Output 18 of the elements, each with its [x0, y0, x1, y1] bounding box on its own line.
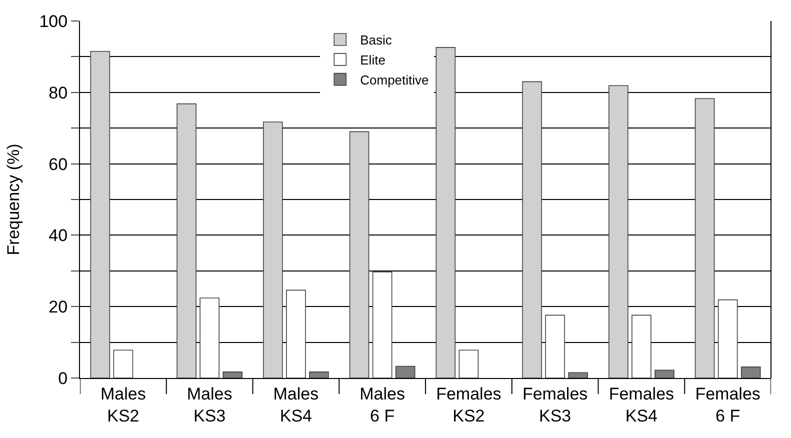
legend-label: Basic	[360, 32, 392, 48]
legend-label: Competitive	[360, 72, 429, 88]
y-axis-title: Frequency (%)	[4, 144, 23, 256]
y-tick-label: 60	[48, 154, 68, 174]
y-tick-label: 40	[48, 226, 68, 246]
x-tick-label: Males KS2	[100, 384, 146, 426]
x-tick-label: Females KS3	[522, 384, 588, 426]
x-tick-label: Females KS4	[608, 384, 674, 426]
x-tick-label: Females KS2	[436, 384, 502, 426]
y-tick-label: 0	[58, 368, 68, 388]
x-tick-label: Males 6 F	[360, 384, 405, 426]
x-tick-label: Males KS3	[186, 384, 232, 426]
y-tick-label: 80	[48, 83, 68, 102]
y-tick-label: 100	[39, 12, 68, 31]
x-tick-label: Females 6 F	[695, 384, 760, 426]
y-tick-label: 20	[48, 298, 68, 317]
x-tick-label: Males KS4	[273, 384, 319, 426]
legend-label: Elite	[360, 52, 386, 68]
